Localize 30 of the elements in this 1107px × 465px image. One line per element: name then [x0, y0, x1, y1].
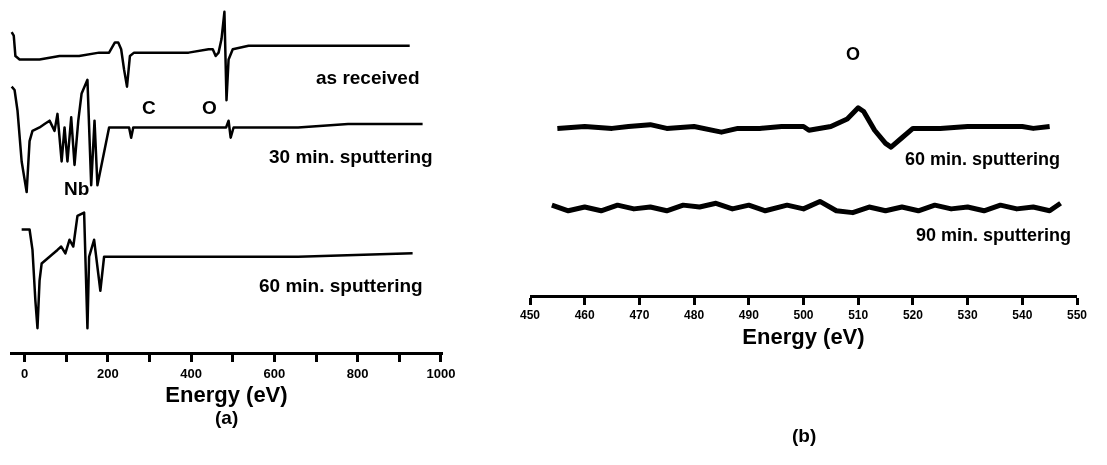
text: (a) — [215, 407, 239, 428]
x-tick-label: 1000 — [426, 365, 456, 381]
series-label: 60 min. sputtering — [905, 149, 1061, 169]
annotation: O — [202, 97, 217, 118]
x-tick-label: 480 — [684, 308, 705, 323]
x-axis-title: Energy (eV) — [165, 382, 288, 408]
x-tick-label: 490 — [738, 308, 760, 323]
x-tick-label: 400 — [180, 365, 202, 381]
series-label: 30 min. sputtering — [269, 146, 433, 167]
x-axis-title: Energy (eV) — [742, 324, 865, 350]
series-label: 90 min. sputtering — [916, 225, 1072, 245]
x-tick-label: 0 — [20, 365, 29, 381]
annotation: C — [142, 97, 156, 118]
annotation: Nb — [64, 178, 90, 199]
x-tick-label: 520 — [902, 308, 924, 323]
x-tick-label: 540 — [1012, 308, 1033, 323]
x-tick-label: 500 — [793, 308, 814, 323]
x-tick-label: 510 — [848, 308, 869, 323]
series-label: as received — [316, 67, 420, 88]
text: (b) — [792, 425, 817, 446]
x-tick-label: 460 — [574, 308, 596, 323]
text: O — [846, 44, 861, 64]
x-tick-label: 470 — [629, 308, 650, 323]
x-tick-label: 450 — [519, 308, 541, 323]
x-tick-label: 800 — [346, 365, 369, 381]
x-tick-label: 200 — [96, 365, 119, 381]
x-tick-label: 600 — [263, 365, 286, 381]
series-label: 60 min. sputtering — [259, 275, 423, 296]
x-tick-label: 550 — [1066, 308, 1088, 323]
x-tick-label: 530 — [957, 308, 978, 323]
